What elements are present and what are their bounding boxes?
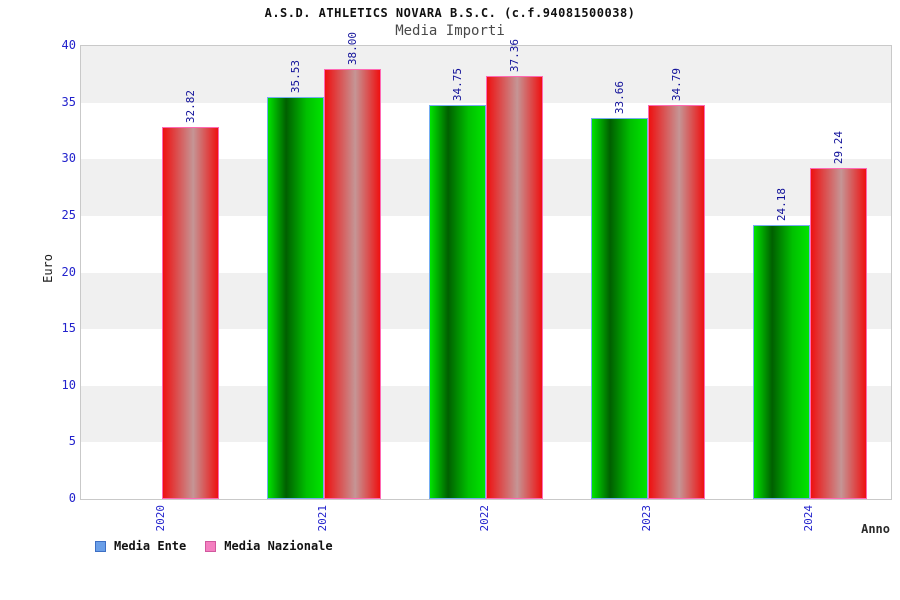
legend: Media Ente Media Nazionale	[95, 540, 333, 553]
legend-label-media-nazionale: Media Nazionale	[224, 539, 333, 553]
x-tick-2021: 2021	[316, 505, 329, 532]
bar-value-label-ente-2021: 35.53	[288, 59, 302, 93]
legend-label-media-ente: Media Ente	[114, 539, 187, 553]
bar-ente-2023	[591, 117, 648, 499]
y-tick-15: 15	[61, 321, 76, 336]
bar-ente-2022	[429, 105, 486, 499]
bar-nazionale-2021	[324, 68, 381, 499]
x-tick-2023: 2023	[640, 505, 653, 532]
x-tick-2020: 2020	[154, 505, 167, 532]
bar-ente-2021	[267, 96, 324, 499]
bar-nazionale-2023	[648, 105, 705, 499]
y-tick-10: 10	[61, 377, 76, 392]
y-tick-5: 5	[68, 434, 76, 449]
bar-nazionale-2024	[810, 167, 867, 499]
plot-area: 32.82 35.53 38.00 34.75 37.36 33.66 34.79 24.18…	[80, 32, 892, 500]
legend-item-media-nazionale: Media Nazionale	[205, 539, 333, 553]
x-tick-2022: 2022	[478, 505, 491, 532]
x-axis-title: Anno	[861, 522, 890, 536]
y-tick-40: 40	[61, 38, 76, 52]
bar-value-label-ente-2024: 24.18	[774, 188, 788, 222]
bar-value-label-nazionale-2020: 32.82	[183, 90, 197, 124]
chart-title: A.S.D. ATHLETICS NOVARA B.S.C. (c.f.9408…	[264, 6, 636, 20]
legend-swatch-media-ente	[95, 541, 106, 552]
bar-nazionale-2022	[486, 75, 543, 499]
bar-value-label-ente-2022: 34.75	[450, 68, 464, 102]
legend-item-media-ente: Media Ente	[95, 540, 186, 553]
chart-subtitle: Media Importi	[395, 23, 505, 39]
bar-value-label-nazionale-2023: 34.79	[669, 67, 683, 102]
bar-nazionale-2020	[162, 127, 219, 499]
bar-value-label-ente-2023: 33.66	[612, 80, 626, 114]
bar-value-label-nazionale-2021: 38.00	[345, 31, 359, 65]
bar-value-label-nazionale-2022: 37.36	[507, 38, 521, 72]
bar-ente-2024	[753, 225, 810, 499]
y-tick-35: 35	[61, 94, 76, 109]
y-tick-0: 0	[68, 491, 76, 505]
x-tick-2024: 2024	[802, 505, 815, 532]
y-tick-20: 20	[61, 264, 76, 279]
y-tick-30: 30	[61, 151, 76, 166]
y-tick-25: 25	[61, 207, 76, 222]
bar-value-label-nazionale-2024: 29.24	[831, 130, 845, 164]
legend-swatch-media-nazionale	[205, 541, 217, 552]
